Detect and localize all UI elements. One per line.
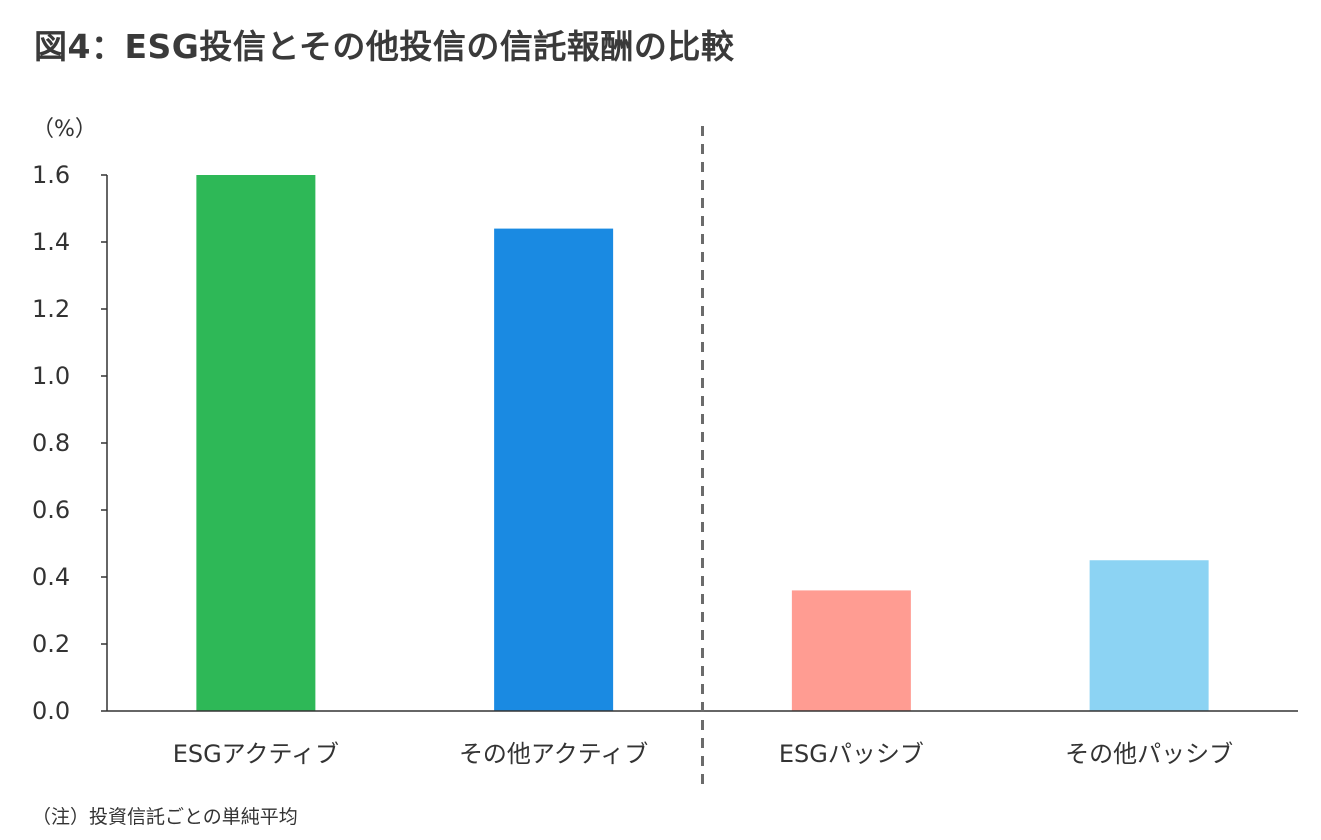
bar: [1089, 560, 1209, 711]
chart-title: 図4：ESG投信とその他投信の信託報酬の比較: [34, 27, 735, 66]
y-tick-label: 1.0: [32, 362, 70, 390]
y-tick-label: 0.0: [32, 697, 70, 725]
y-tick-label: 1.2: [32, 295, 70, 323]
bar: [494, 228, 614, 711]
footnote: （注）投資信託ごとの単純平均: [32, 806, 298, 828]
category-label: その他パッシブ: [1065, 740, 1233, 768]
y-axis-ticks: 0.0 0.2 0.4 0.6 0.8 1.0 1.2 1.4 1.6: [32, 161, 107, 725]
bar: [791, 590, 911, 711]
y-tick-label: 0.6: [32, 496, 70, 524]
y-tick-label: 1.6: [32, 161, 70, 189]
y-axis-unit-label: （%）: [32, 117, 97, 142]
y-tick-label: 0.2: [32, 630, 70, 658]
category-label: ESGパッシブ: [779, 740, 924, 768]
category-label: ESGアクティブ: [173, 740, 339, 768]
y-tick-label: 1.4: [32, 228, 70, 256]
category-label: その他アクティブ: [459, 740, 648, 768]
bars: [196, 175, 1209, 711]
x-axis-categories: ESGアクティブ その他アクティブ ESGパッシブ その他パッシブ: [173, 740, 1233, 768]
bar: [196, 175, 316, 711]
y-tick-label: 0.8: [32, 429, 70, 457]
y-tick-label: 0.4: [32, 563, 70, 591]
